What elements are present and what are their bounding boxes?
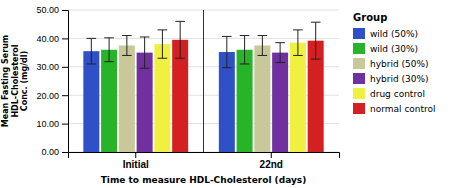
legend-swatch: [353, 103, 365, 114]
y-tick: 50.00: [36, 5, 68, 15]
series: [154, 30, 305, 152]
y-tick-label: 10.00: [36, 119, 59, 129]
legend-swatch: [353, 58, 365, 69]
y-tick: 0.00: [41, 147, 68, 157]
series: [101, 36, 252, 152]
y-axis-title: Mean Fasting SerumHDL-CholesterolConc. (…: [1, 35, 29, 127]
x-tick: 22nd: [260, 152, 283, 170]
x-tick-mark: [271, 152, 272, 158]
x-axis-line: [69, 153, 340, 159]
x-tick-label: 22nd: [260, 159, 283, 170]
y-tick: 20.00: [36, 91, 68, 101]
legend-label: wild (30%): [370, 44, 418, 54]
bar: [154, 44, 170, 152]
error-bar: [275, 43, 285, 63]
y-tick-label: 30.00: [36, 62, 59, 72]
error-bar: [222, 36, 232, 67]
error-bar: [311, 22, 321, 59]
y-axis: 0.00 10.00 20.00 30.00 40.00 50.00: [36, 5, 68, 157]
series: [172, 21, 323, 152]
error-bar: [104, 38, 114, 62]
y-axis-line: [62, 11, 69, 153]
y-tick-label: 50.00: [36, 5, 59, 15]
legend-item: hybrid (30%): [353, 73, 429, 84]
y-tick-label: 40.00: [36, 34, 59, 44]
y-axis-title-line: HDL-Cholesterol: [11, 44, 20, 117]
legend-swatch: [353, 73, 365, 84]
legend-item: hybrid (50%): [353, 58, 429, 69]
error-bar: [258, 36, 268, 56]
y-tick-mark: [62, 38, 68, 39]
x-tick-mark: [135, 152, 136, 158]
bar: [290, 43, 306, 152]
y-tick-mark: [62, 95, 68, 96]
series: [83, 36, 234, 152]
y-tick: 10.00: [36, 119, 68, 129]
legend-item: wild (50%): [353, 28, 418, 39]
legend-label: hybrid (50%): [370, 59, 429, 69]
error-bar: [158, 30, 168, 58]
error-bar: [140, 37, 150, 68]
bar: [254, 46, 270, 153]
error-bar: [293, 30, 303, 56]
bar: [101, 50, 117, 152]
legend-label: wild (50%): [370, 29, 418, 39]
x-tick-label: Initial: [123, 159, 149, 170]
y-tick-label: 20.00: [36, 91, 59, 101]
error-bar: [87, 38, 97, 64]
y-tick-label: 0.00: [41, 147, 59, 157]
divider: [203, 10, 204, 152]
y-tick: 30.00: [36, 62, 68, 72]
y-axis-title-line: Mean Fasting Serum: [1, 35, 10, 127]
legend-swatch: [353, 88, 365, 99]
error-bar: [240, 36, 250, 64]
legend: Group wild (50%) wild (30%) hybrid (50%) hyb…: [353, 12, 436, 114]
y-axis-title-line: Conc. (mg/dl): [20, 51, 29, 111]
y-tick: 40.00: [36, 34, 68, 44]
bar: [272, 53, 288, 152]
grid: [68, 10, 339, 152]
plot: 0.00 10.00 20.00 30.00 40.00 50.00 Initial 22nd…: [1, 5, 340, 185]
legend-item: wild (30%): [353, 43, 418, 54]
bar: [119, 46, 135, 153]
x-axis-title: Time to measure HDL-Cholesterol (days): [101, 175, 307, 185]
y-tick-mark: [62, 10, 68, 11]
y-tick-mark: [62, 124, 68, 125]
chart: 0.00 10.00 20.00 30.00 40.00 50.00 Initial 22nd…: [0, 0, 451, 188]
legend-item: normal control: [353, 103, 436, 114]
x-tick: Initial: [123, 152, 149, 170]
legend-swatch: [353, 43, 365, 54]
legend-label: normal control: [370, 104, 436, 114]
series: [137, 37, 288, 152]
legend-label: hybrid (30%): [370, 74, 429, 84]
legend-title: Group: [353, 12, 387, 23]
error-bar: [122, 36, 132, 56]
x-axis: Initial 22nd: [69, 152, 340, 170]
legend-swatch: [353, 28, 365, 39]
legend-label: drug control: [370, 89, 425, 99]
series: [119, 36, 270, 152]
error-bar: [175, 21, 185, 58]
y-tick-mark: [62, 152, 68, 153]
bar: [237, 50, 253, 152]
legend-item: drug control: [353, 88, 425, 99]
y-tick-mark: [62, 67, 68, 68]
bar: [83, 51, 99, 152]
